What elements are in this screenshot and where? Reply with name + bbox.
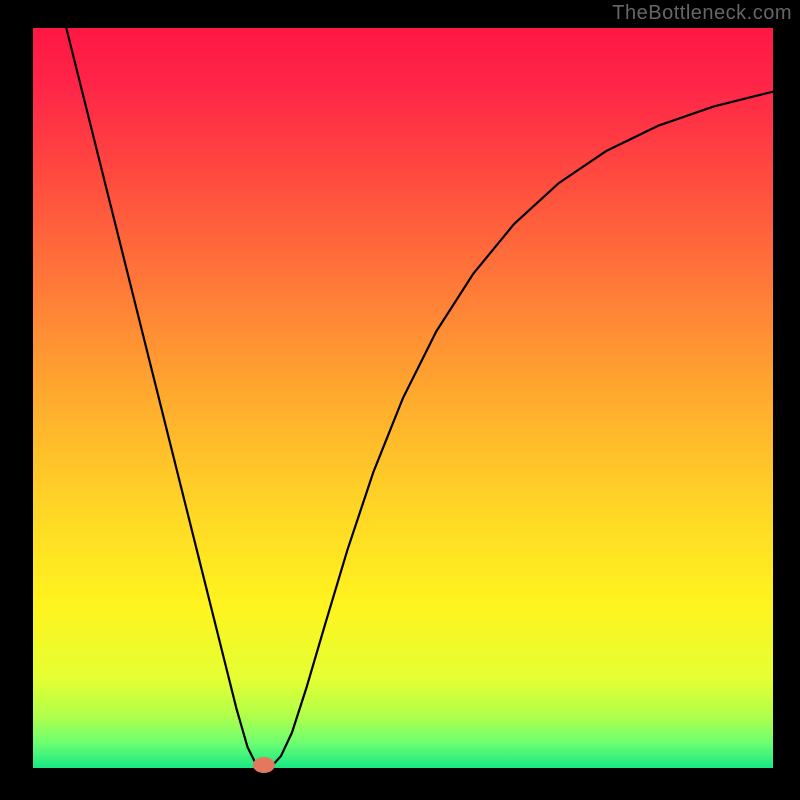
gradient-background: [33, 28, 773, 768]
watermark-text: TheBottleneck.com: [612, 2, 792, 25]
gradient-plot-area: [33, 28, 773, 768]
